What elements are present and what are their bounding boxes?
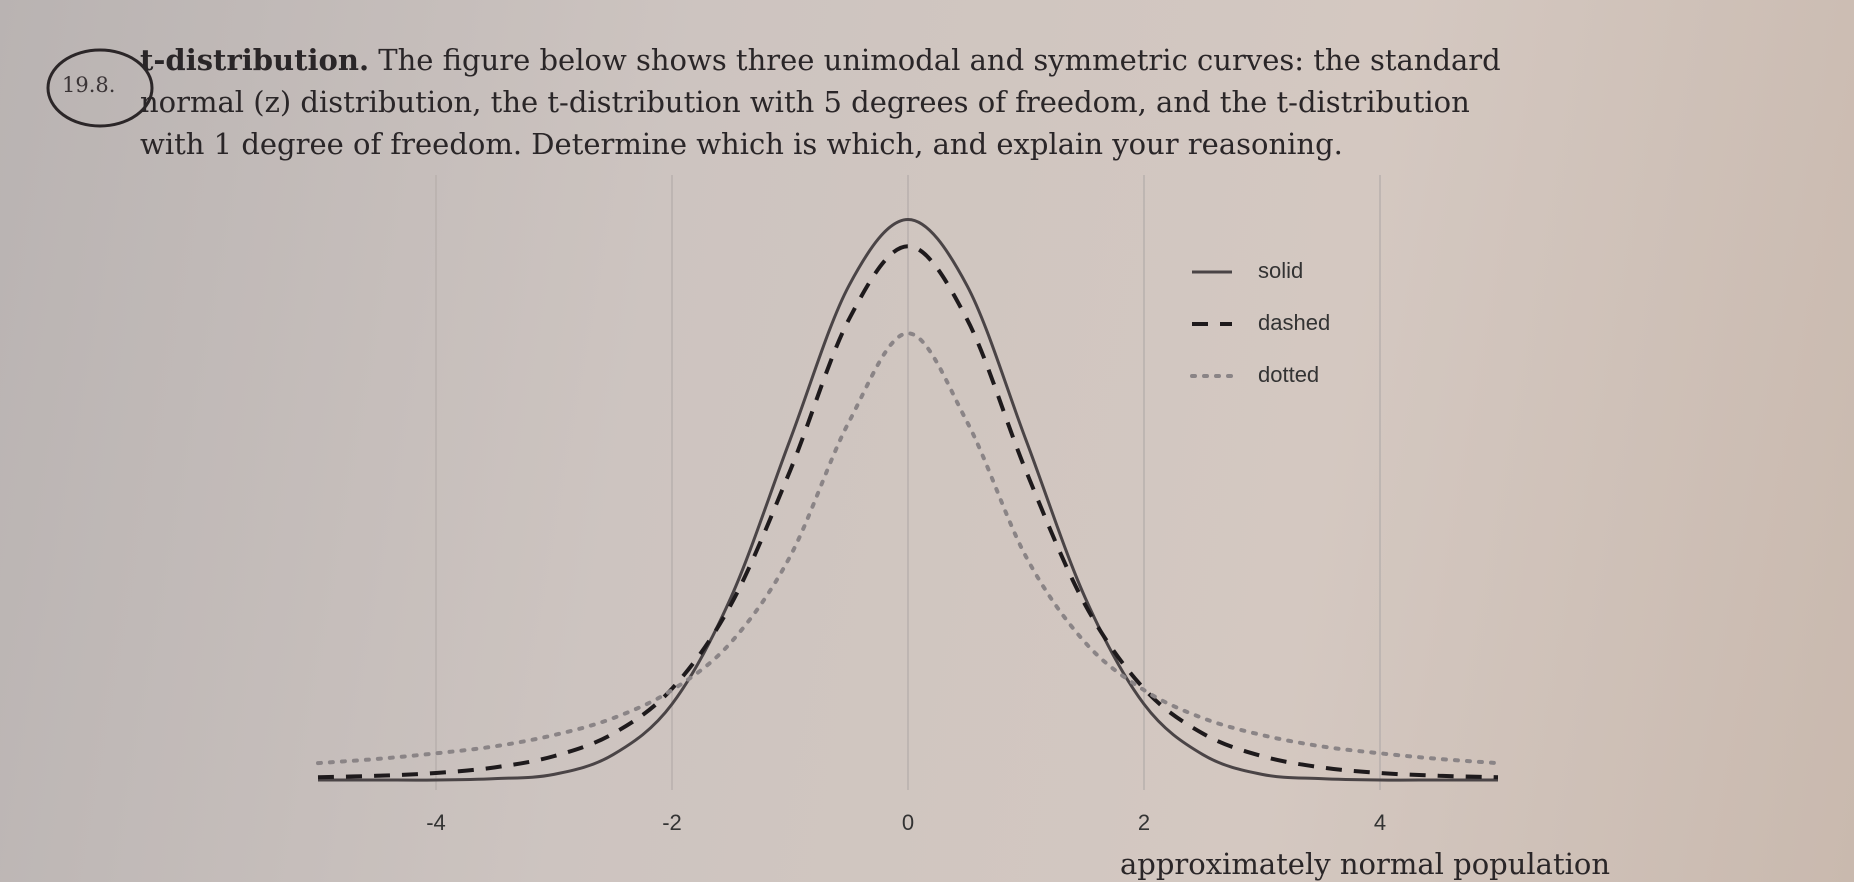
footer-text: approximately normal population [1120,847,1610,881]
x-tick-label: -4 [426,810,446,835]
problem-line: normal (z) distribution, the t-distribut… [140,85,1470,119]
legend-label: dashed [1258,310,1330,335]
curve [316,331,1500,766]
x-tick-label: 0 [902,810,914,835]
x-tick-label: 4 [1374,810,1386,835]
circle-annotation [46,48,154,128]
problem-number: 19.8. [62,73,115,97]
curve [317,244,1499,780]
curve [318,217,1498,782]
problem-line: with 1 degree of freedom. Determine whic… [140,127,1343,161]
x-tick-label: -2 [662,810,682,835]
x-tick-label: 2 [1138,810,1150,835]
legend-label: solid [1258,258,1303,283]
problem-line: The figure below shows three unimodal an… [378,43,1500,77]
problem-heading: t-distribution. [140,43,369,77]
legend-label: dotted [1258,362,1319,387]
problem-text: t-distribution. The figure below shows t… [140,43,1501,77]
